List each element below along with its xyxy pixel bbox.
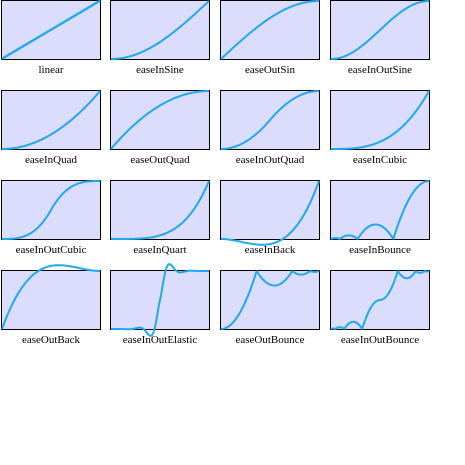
easing-cell-easeInQuad: easeInQuad bbox=[1, 90, 101, 178]
plot-panel bbox=[1, 180, 101, 240]
easing-cell-easeInSine: easeInSine bbox=[110, 0, 210, 88]
curve-svg bbox=[220, 0, 320, 60]
easing-curve bbox=[110, 90, 210, 150]
easing-label: easeInOutElastic bbox=[122, 334, 198, 346]
easing-curve bbox=[330, 270, 430, 330]
easing-cell-easeOutSine: easeOutSin bbox=[220, 0, 320, 88]
curve-svg bbox=[1, 264, 101, 330]
curve-svg bbox=[110, 0, 210, 60]
curve-svg bbox=[330, 0, 430, 60]
plot-panel bbox=[110, 263, 210, 337]
easing-label: easeInOutQuad bbox=[235, 154, 305, 166]
curve-svg bbox=[1, 0, 101, 60]
plot-panel bbox=[110, 0, 210, 60]
plot-panel bbox=[1, 90, 101, 150]
easing-curve bbox=[330, 180, 430, 240]
plot-panel bbox=[1, 264, 101, 330]
easing-label: easeInCubic bbox=[352, 154, 408, 166]
easing-cell-easeInCubic: easeInCubic bbox=[330, 90, 430, 178]
curve-svg bbox=[330, 90, 430, 150]
curve-svg bbox=[330, 270, 430, 330]
easing-label: easeOutQuad bbox=[130, 154, 190, 166]
curve-svg bbox=[220, 180, 320, 246]
easing-label: easeOutBounce bbox=[235, 334, 305, 346]
easing-curve bbox=[220, 180, 320, 246]
easing-curve bbox=[110, 263, 210, 337]
easing-label: easeInOutSine bbox=[347, 64, 413, 76]
plot-panel bbox=[220, 270, 320, 330]
easing-curve bbox=[330, 0, 430, 60]
easing-label: easeOutBack bbox=[21, 334, 81, 346]
plot-panel bbox=[110, 90, 210, 150]
easing-cell-easeOutBack: easeOutBack bbox=[1, 264, 101, 358]
plot-panel bbox=[220, 90, 320, 150]
plot-panel bbox=[220, 180, 320, 246]
easing-curve bbox=[220, 270, 320, 330]
easing-cell-easeInBounce: easeInBounce bbox=[330, 180, 430, 268]
easing-cell-easeInOutBounce: easeInOutBounce bbox=[330, 270, 430, 358]
plot-panel bbox=[330, 90, 430, 150]
easing-label: easeInSine bbox=[136, 64, 184, 76]
easing-cell-easeInOutSine: easeInOutSine bbox=[330, 0, 430, 88]
curve-svg bbox=[220, 270, 320, 330]
plot-panel bbox=[220, 0, 320, 60]
easing-curve bbox=[220, 0, 320, 60]
easing-label: easeInOutCubic bbox=[15, 244, 87, 256]
curve-svg bbox=[110, 90, 210, 150]
easing-curve bbox=[1, 90, 101, 150]
easing-label: linear bbox=[38, 64, 64, 76]
easing-curve bbox=[1, 0, 101, 60]
easing-curve bbox=[110, 0, 210, 60]
curve-svg bbox=[1, 180, 101, 240]
curve-svg bbox=[220, 90, 320, 150]
easing-label: easeInBack bbox=[244, 244, 296, 256]
easing-cell-easeOutBounce: easeOutBounce bbox=[220, 270, 320, 358]
easing-label: easeInOutBounce bbox=[340, 334, 420, 346]
easing-cell-easeInQuart: easeInQuart bbox=[110, 180, 210, 268]
easing-cell-easeInBack: easeInBack bbox=[220, 180, 320, 268]
curve-svg bbox=[110, 263, 210, 337]
curve-svg bbox=[330, 180, 430, 240]
easing-label: easeInQuart bbox=[133, 244, 187, 256]
plot-panel bbox=[110, 180, 210, 240]
curve-svg bbox=[1, 90, 101, 150]
easing-curve bbox=[220, 90, 320, 150]
plot-panel bbox=[330, 0, 430, 60]
plot-panel bbox=[330, 270, 430, 330]
easing-label: easeInBounce bbox=[349, 244, 411, 256]
plot-panel bbox=[1, 0, 101, 60]
easing-curve bbox=[1, 180, 101, 240]
easing-cell-easeOutQuad: easeOutQuad bbox=[110, 90, 210, 178]
curve-svg bbox=[110, 180, 210, 240]
easing-cell-linear: linear bbox=[1, 0, 101, 88]
easing-curve bbox=[110, 180, 210, 240]
easing-cell-easeInOutQuad: easeInOutQuad bbox=[220, 90, 320, 178]
plot-panel bbox=[330, 180, 430, 240]
easing-cell-easeInOutElastic: easeInOutElastic bbox=[110, 263, 210, 358]
easing-curve bbox=[330, 90, 430, 150]
easing-label: easeOutSin bbox=[244, 64, 296, 76]
easing-cell-easeInOutCubic: easeInOutCubic bbox=[1, 180, 101, 268]
easing-label: easeInQuad bbox=[25, 154, 77, 166]
easing-curve bbox=[1, 264, 101, 330]
